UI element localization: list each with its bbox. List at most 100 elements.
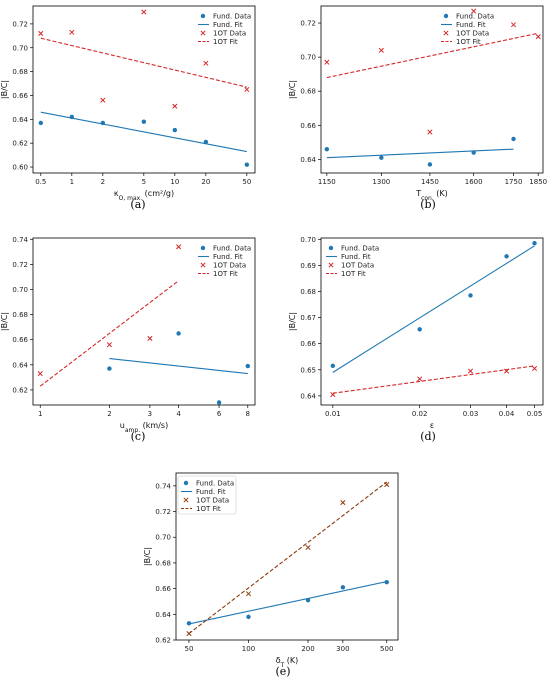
x-tick-label: 300 [336,645,349,653]
legend-entry: Fund. Fit [196,488,226,496]
series-1ot-fit [39,280,179,387]
series-fund-fit [332,245,535,373]
y-tick-label: 0.66 [155,585,171,593]
x-axis-label: δT (K) [276,656,299,669]
panel-caption: (d) [420,430,436,443]
data-point [384,579,389,585]
y-tick-label: 0.64 [12,361,28,369]
x-tick-label: 2 [107,410,111,418]
series-fund-data [324,136,516,167]
legend-handle [200,30,206,36]
x-tick-label: 500 [380,645,393,653]
y-tick-label: 0.72 [155,508,171,516]
x-tick-label: 3 [148,410,152,418]
y-tick-label: 0.64 [300,156,316,164]
data-point [106,342,112,348]
data-point [471,8,477,14]
x-tick-label: 0.01 [325,410,341,418]
data-point [246,614,251,620]
x-tick-label: 50 [184,645,193,653]
legend-entry: Fund. Data [213,13,251,21]
y-tick-label: 0.66 [300,122,316,130]
x-tick-label: 100 [242,645,255,653]
data-point [38,120,44,126]
legend-handle [200,245,206,251]
panel-caption: (e) [275,665,290,678]
legend-entry: Fund. Data [341,245,379,253]
legend-handle [443,30,449,36]
x-tick-label: 1 [70,178,74,186]
chart-d: 0.01 0.02 0.03 0.04 0.05 0.64 0.65 0.66 0.67 0.68… [288,236,544,443]
x-axis-label: κO, max. (cm²/g) [114,189,174,202]
data-point [141,119,147,124]
y-tick-label: 0.65 [300,366,316,374]
axes-frame [320,237,544,406]
legend-entry: Fund. Data [213,245,251,253]
x-tick-label: 50 [242,178,251,186]
series-fund-data [186,579,389,626]
data-point [340,585,346,590]
series-1ot-data [330,365,538,398]
series-fund-data [107,331,250,405]
fit-line [326,32,539,79]
x-tick-label: 1850 [529,178,547,186]
data-point [244,162,250,167]
data-point [176,244,182,250]
data-point [186,621,192,626]
x-axis-label: uamp. (km/s) [120,421,168,434]
x-tick-label: 5 [142,178,146,186]
data-point [510,22,517,28]
y-tick-label: 0.68 [300,88,316,96]
y-tick-label: 0.66 [12,92,28,100]
x-axis-label: Tcon. (K) [415,189,448,202]
x-tick-label: 1 [38,410,42,418]
legend-entry: 1OT Data [213,30,246,38]
y-tick-label: 0.62 [12,386,28,394]
y-tick-label: 0.68 [155,559,171,567]
data-point [417,376,423,382]
fit-line [326,148,514,159]
x-tick-label: 1300 [372,178,390,186]
fit-line [109,357,248,375]
legend-entry: 1OT Data [341,262,374,270]
data-point [100,97,106,103]
data-point [427,129,433,135]
y-tick-label: 0.70 [300,54,316,62]
y-tick-label: 0.70 [12,44,28,52]
y-tick-label: 0.69 [300,262,316,270]
legend-entry: 1OT Data [213,262,246,270]
legend-entry: 1OT Fit [341,270,366,278]
data-point [427,162,433,167]
legend-entry: Fund. Data [196,480,234,488]
y-tick-label: 0.67 [300,314,316,322]
fit-line [40,111,247,153]
panel-caption: (a) [130,198,145,211]
data-point [141,9,147,15]
y-axis-label: |B/C| [0,312,9,331]
chart-a: 0.5 1 2 5 10 20 50 0.60 0.62 0.64 0.66 0.68 0.70 0.72… [0,5,256,211]
series-fund-fit [188,581,387,625]
legend-frame [177,475,237,515]
data-point [532,241,537,246]
data-point [176,331,181,336]
x-tick-label: 0.03 [463,410,479,418]
legend-entry: 1OT Fit [213,270,238,278]
data-point [535,34,541,40]
chart-e: 50 100 200 300 500 0.62 0.64 0.66 0.68 0.70 0.72 0.… [143,472,399,678]
x-tick-label: 2 [101,178,105,186]
legend-entry: 1OT Fit [196,505,221,513]
series-fund-data [38,114,250,167]
y-tick-label: 0.72 [12,20,28,28]
legend-entry: Fund. Fit [341,253,371,261]
data-point [379,155,384,160]
fit-line [39,280,179,387]
data-point [305,544,311,551]
legend-entry: 1OT Fit [456,38,481,46]
y-tick-label: 0.70 [300,236,316,244]
chart-b: 1150 1300 1450 1600 1750 1850 0.64 0.66 0.68 0.70… [288,5,547,211]
data-point [172,127,178,133]
data-point [340,499,346,506]
axes-frame [32,237,256,406]
y-tick-label: 0.72 [300,20,316,28]
